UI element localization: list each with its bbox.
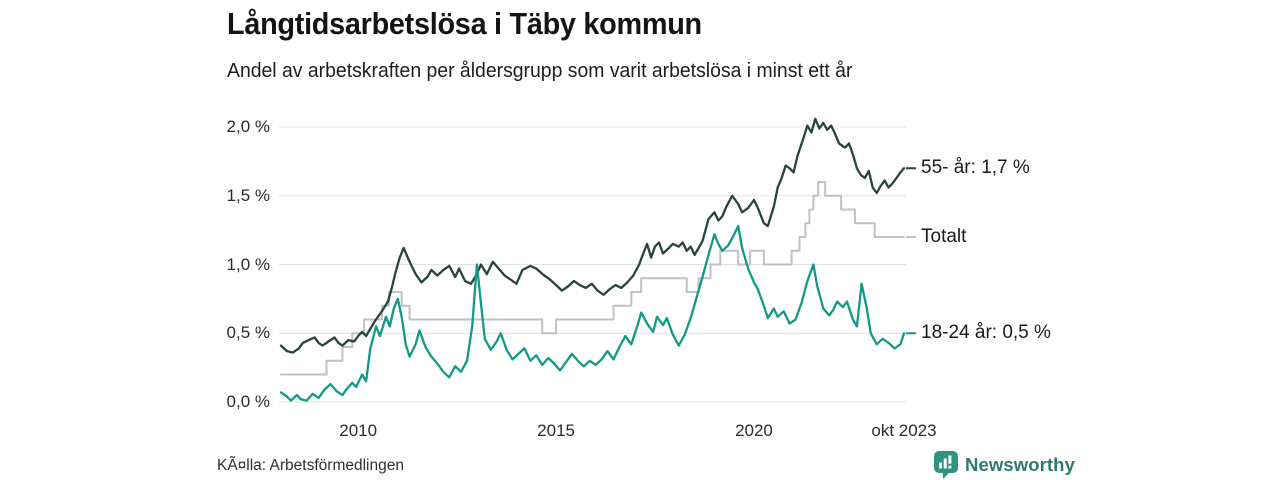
x-tick-label: 2010	[339, 421, 378, 440]
y-tick-label: 0,0 %	[226, 392, 270, 411]
y-tick-label: 0,5 %	[226, 323, 270, 343]
y-tick-label: 2,0 %	[226, 117, 270, 136]
newsworthy-bubble-chart-icon	[934, 451, 958, 479]
x-tick-label: okt 2023	[871, 421, 937, 440]
newsworthy-logo: Newsworthy	[934, 451, 1075, 479]
source-note: KÃ¤lla: Arbetsförmedlingen	[217, 457, 404, 474]
series-line-18-24-år	[279, 224, 906, 402]
x-tick-label: 2020	[735, 421, 773, 440]
x-tick-label: 2015	[537, 421, 575, 440]
series-line-55-år	[279, 117, 906, 354]
chart-subtitle: Andel av arbetskraften per åldersgrupp s…	[227, 60, 853, 82]
series-label-55-år: 55- år: 1,7 %	[921, 157, 1030, 179]
series-label-totalt: Totalt	[921, 226, 967, 247]
y-tick-label: 1,0 %	[226, 254, 270, 274]
newsworthy-wordmark: Newsworthy	[965, 454, 1075, 475]
page-title: Långtidsarbetslösa i Täby kommun	[227, 6, 702, 41]
series-line-totalt	[280, 181, 905, 376]
y-tick-label: 1,5 %	[226, 185, 270, 205]
series-label-18-24-år: 18-24 år: 0,5 %	[921, 322, 1051, 344]
